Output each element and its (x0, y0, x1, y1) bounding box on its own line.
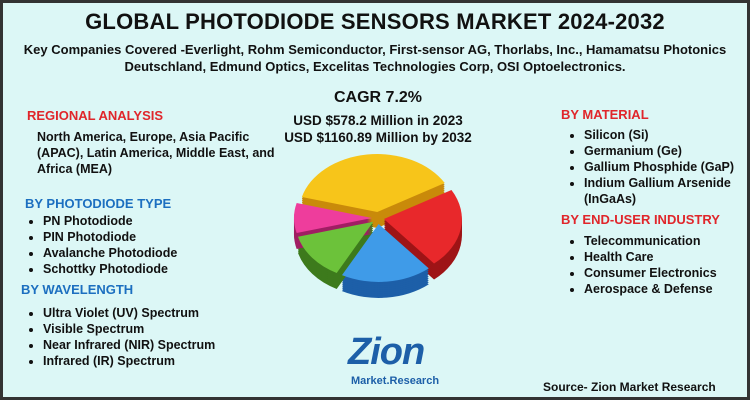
region-text: North America, Europe, Asia Pacific (APA… (37, 130, 275, 176)
logo-brand: Zion (348, 331, 425, 373)
list-item: Visible Spectrum (43, 321, 218, 337)
list-item: Telecommunication (584, 233, 747, 249)
pie-slice (342, 223, 429, 282)
heading: BY WAVELENGTH (21, 282, 134, 297)
list-item: Near Infrared (NIR) Spectrum (43, 337, 218, 353)
logo-tagline: Market.Research (351, 375, 440, 387)
cagr: CAGR 7.2% (333, 89, 423, 106)
value-2023: USD $578.2 Million in 2023 (293, 113, 463, 128)
list-item: Silicon (Si) (584, 127, 747, 143)
list: PN PhotodiodePIN PhotodiodeAvalanche Pho… (25, 213, 283, 277)
title: GLOBAL PHOTODIODE SENSORS MARKET 2024-20… (85, 9, 665, 34)
heading: BY PHOTODIODE TYPE (25, 196, 172, 211)
list-item: Indium Gallium Arsenide (InGaAs) (584, 175, 747, 207)
list-item: Gallium Phosphide (GaP) (584, 159, 747, 175)
pie-illustration (294, 154, 462, 298)
list-item: Avalanche Photodiode (43, 245, 283, 261)
subtitle: Key Companies Covered -Everlight, Rohm S… (23, 42, 727, 74)
list: Ultra Violet (UV) SpectrumVisible Spectr… (25, 305, 218, 369)
list-item: Schottky Photodiode (43, 261, 283, 277)
source: Source- Zion Market Research (543, 380, 716, 394)
heading: REGIONAL ANALYSIS (27, 108, 164, 123)
list: Silicon (Si)Germanium (Ge)Gallium Phosph… (566, 127, 747, 207)
list-item: Consumer Electronics (584, 265, 747, 281)
pie-slice (297, 221, 374, 273)
list-item: Aerospace & Defense (584, 281, 747, 297)
pie-slice (294, 202, 372, 234)
list-item: Germanium (Ge) (584, 143, 747, 159)
list-item: Infrared (IR) Spectrum (43, 353, 218, 369)
value-2032: USD $1160.89 Million by 2032 (284, 130, 472, 145)
list: TelecommunicationHealth CareConsumer Ele… (566, 233, 747, 297)
list-item: Health Care (584, 249, 747, 265)
list-item: Ultra Violet (UV) Spectrum (43, 305, 218, 321)
heading: BY MATERIAL (561, 107, 649, 122)
pie-slice (301, 154, 445, 213)
heading: BY END-USER INDUSTRY (561, 212, 720, 227)
list-item: PIN Photodiode (43, 229, 283, 245)
list-item: PN Photodiode (43, 213, 283, 229)
pie-slice (383, 190, 462, 264)
